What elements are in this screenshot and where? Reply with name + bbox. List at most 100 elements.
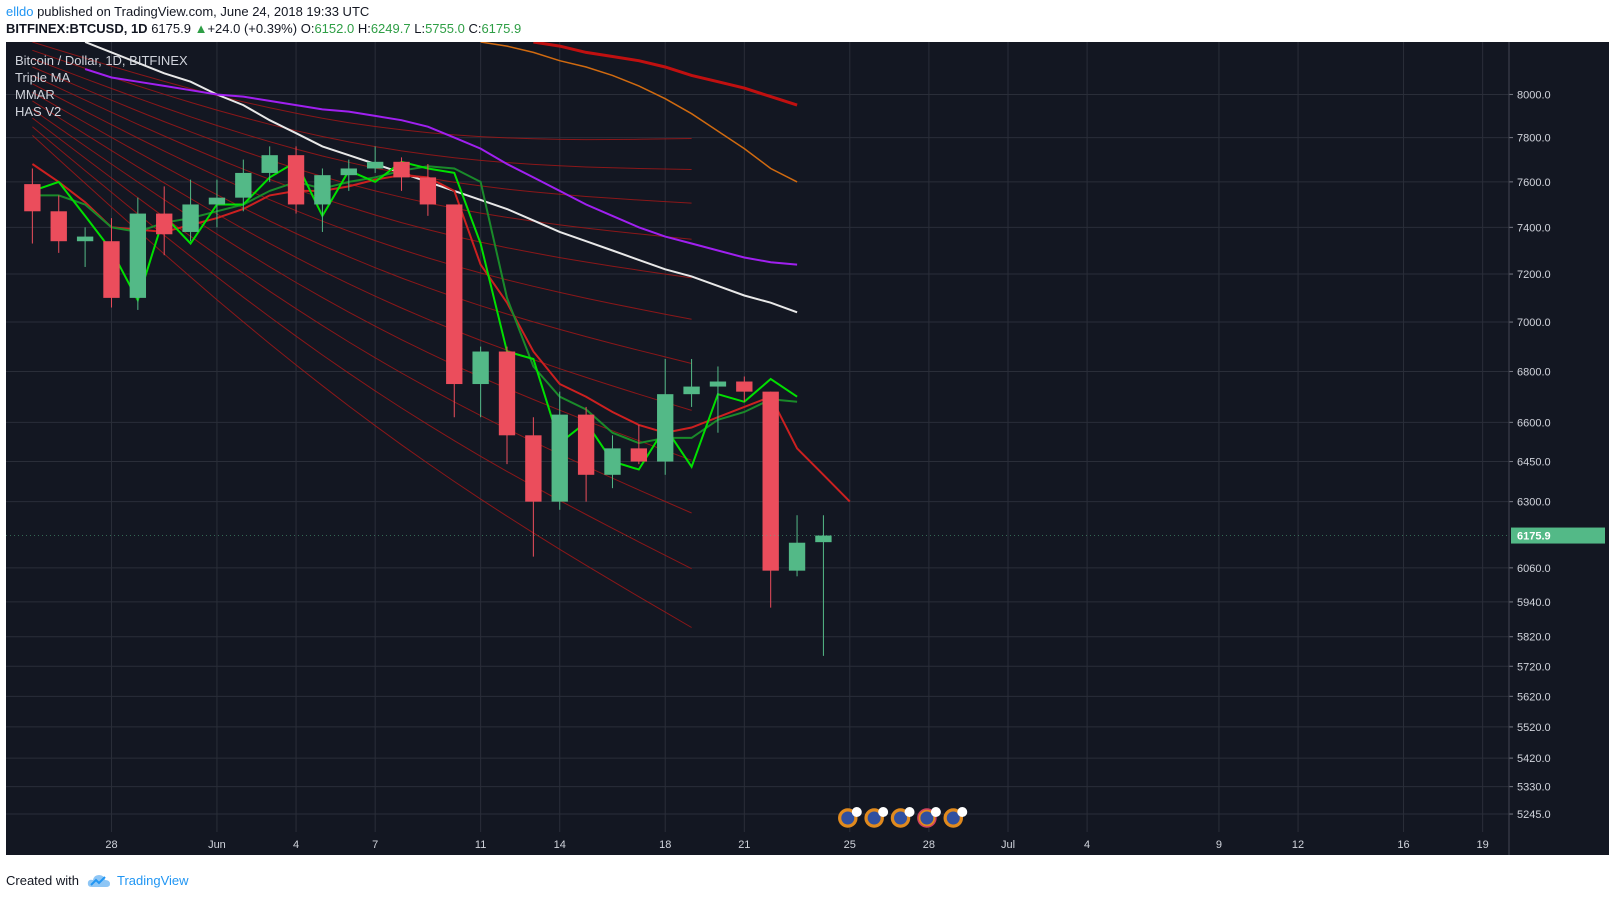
- y-tick-label: 7200.0: [1517, 269, 1551, 281]
- candle-body: [551, 414, 568, 502]
- y-tick-label: 7600.0: [1517, 177, 1551, 189]
- tradingview-brand: TradingView: [116, 873, 189, 888]
- high-value: 6249.7: [370, 21, 411, 36]
- x-tick-label: 19: [1477, 839, 1489, 851]
- close-value: 6175.9: [481, 21, 522, 36]
- last-price: 6175.9: [151, 21, 191, 36]
- chart-legend: Bitcoin / Dollar, 1D, BITFINEX Triple MA…: [15, 52, 188, 120]
- y-tick-label: 7400.0: [1517, 222, 1551, 234]
- x-tick-label: 16: [1397, 839, 1409, 851]
- x-tick-label: 9: [1216, 839, 1222, 851]
- y-tick-label: 8000.0: [1517, 89, 1551, 101]
- footer: Created with TradingView: [6, 872, 189, 890]
- last-price-label: 6175.9: [1517, 531, 1551, 543]
- symbol-name: BITFINEX:BTCUSD, 1D: [6, 21, 148, 36]
- time-axis-background: [6, 832, 1609, 855]
- candle-body: [736, 381, 753, 392]
- created-with-text: Created with: [6, 873, 79, 888]
- y-tick-label: 5820.0: [1517, 632, 1551, 644]
- candle-body: [76, 236, 94, 242]
- mmar-ribbon-line: [32, 49, 692, 170]
- y-tick-label: 5520.0: [1517, 722, 1551, 734]
- y-tick-label: 5940.0: [1517, 597, 1551, 609]
- candle-body: [419, 177, 437, 205]
- candle-body: [630, 448, 648, 462]
- us-flag-event-icon: [946, 811, 960, 825]
- us-flag-event-icon: [841, 811, 855, 825]
- x-tick-label: 11: [475, 839, 486, 851]
- candle-body: [182, 204, 199, 232]
- legend-indicator[interactable]: HAS V2: [15, 104, 62, 119]
- tradingview-link[interactable]: TradingView: [87, 872, 189, 890]
- event-count-badge: [851, 807, 862, 817]
- mmar-ribbon-line: [32, 42, 692, 141]
- candle-body: [287, 155, 305, 205]
- candle-body: [472, 351, 489, 385]
- candle-body: [24, 184, 41, 212]
- candle-body: [261, 155, 278, 173]
- x-tick-label: 21: [738, 839, 750, 851]
- x-tick-label: 25: [844, 839, 856, 851]
- white-ma-line: [84, 42, 798, 314]
- author-link[interactable]: elldo: [6, 4, 34, 19]
- candle-body: [103, 241, 120, 298]
- candle-body: [498, 351, 516, 436]
- x-tick-label: Jun: [208, 839, 226, 851]
- publish-info: elldo published on TradingView.com, June…: [6, 4, 369, 20]
- us-flag-event-icon: [894, 811, 908, 825]
- candle-body: [50, 211, 67, 242]
- x-tick-label: 18: [659, 839, 671, 851]
- y-tick-label: 7800.0: [1517, 133, 1551, 145]
- last-price-badge: [1511, 527, 1605, 544]
- mmar-ribbon-line: [32, 83, 692, 320]
- candle-body: [340, 168, 357, 176]
- candle-body: [788, 542, 806, 571]
- candle-body: [525, 435, 542, 502]
- y-tick-label: 6800.0: [1517, 366, 1551, 378]
- y-tick-label: 5720.0: [1517, 661, 1551, 673]
- us-flag-event-icon: [920, 811, 934, 825]
- price-chart[interactable]: 8000.0 7800.0 7600.0 7400.0 7200.0 7000.0 6800…: [6, 42, 1609, 855]
- candle-body: [366, 161, 384, 169]
- open-value: 6152.0: [314, 21, 355, 36]
- low-value: 5755.0: [425, 21, 465, 36]
- orange-ma-line: [480, 42, 798, 183]
- high-label: H:: [357, 21, 371, 36]
- event-count-badge: [878, 807, 889, 817]
- y-tick-label: 6600.0: [1517, 417, 1551, 429]
- candle-body: [446, 204, 463, 385]
- chart-background: [6, 42, 1609, 855]
- y-tick-label: 6300.0: [1517, 497, 1551, 509]
- legend-indicator[interactable]: Triple MA: [15, 70, 71, 85]
- candle-body: [577, 414, 595, 475]
- mmar-ribbon-line: [32, 58, 692, 204]
- candle-body: [815, 535, 832, 543]
- violet-ma-line: [84, 68, 798, 266]
- y-tick-label: 6060.0: [1517, 563, 1551, 575]
- candle-body: [604, 448, 621, 475]
- candle-body: [393, 161, 410, 178]
- mmar-ribbon-line: [32, 74, 692, 279]
- low-label: L:: [414, 21, 426, 36]
- tradingview-cloud-icon: [87, 875, 110, 887]
- price-axis-background: [1509, 42, 1609, 855]
- open-label: O:: [300, 21, 315, 36]
- candle-body: [314, 175, 331, 205]
- red-ma-line: [533, 42, 798, 107]
- close-label: C:: [468, 21, 482, 36]
- event-count-badge: [930, 807, 941, 817]
- event-count-badge: [957, 807, 968, 817]
- price-change: +24.0 (+0.39%): [207, 21, 298, 36]
- candle-body: [683, 386, 700, 395]
- x-tick-label: 4: [293, 839, 299, 851]
- symbol-bar: BITFINEX:BTCUSD, 1D 6175.9 ▲+24.0 (+0.39…: [6, 21, 521, 37]
- y-tick-label: 5420.0: [1517, 753, 1551, 765]
- mmar-ribbon-line: [32, 100, 692, 411]
- chart-area[interactable]: 8000.0 7800.0 7600.0 7400.0 7200.0 7000.0 6800…: [6, 42, 1609, 855]
- x-tick-label: 7: [372, 839, 378, 851]
- x-tick-label: 12: [1292, 839, 1304, 851]
- candle-body: [762, 391, 779, 571]
- us-flag-event-icon: [867, 811, 881, 825]
- legend-indicator[interactable]: MMAR: [15, 87, 55, 102]
- x-tick-label: 4: [1084, 839, 1090, 851]
